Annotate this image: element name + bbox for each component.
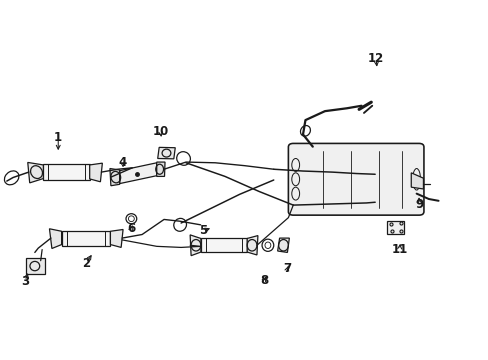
Text: 2: 2 [82, 257, 90, 270]
Polygon shape [277, 238, 289, 252]
Polygon shape [190, 235, 201, 256]
Polygon shape [49, 229, 61, 248]
Polygon shape [201, 238, 246, 252]
Polygon shape [110, 168, 120, 186]
Polygon shape [26, 258, 44, 274]
Polygon shape [158, 147, 175, 159]
Polygon shape [410, 173, 423, 189]
Text: 7: 7 [283, 262, 291, 275]
Text: 4: 4 [118, 156, 126, 169]
Polygon shape [89, 163, 102, 182]
Text: 1: 1 [54, 131, 62, 144]
FancyBboxPatch shape [288, 143, 423, 215]
Text: 8: 8 [259, 274, 267, 287]
Text: 6: 6 [127, 222, 135, 235]
Polygon shape [61, 230, 110, 246]
Text: 11: 11 [390, 243, 407, 256]
Polygon shape [110, 229, 123, 247]
Text: 10: 10 [152, 125, 168, 138]
Text: 3: 3 [21, 275, 29, 288]
Text: 5: 5 [199, 224, 207, 238]
Polygon shape [246, 235, 257, 255]
Polygon shape [120, 163, 157, 184]
Polygon shape [28, 162, 43, 183]
Polygon shape [386, 221, 404, 234]
Text: 9: 9 [414, 198, 422, 211]
Text: 12: 12 [367, 51, 384, 64]
Polygon shape [157, 162, 164, 176]
Polygon shape [43, 164, 89, 180]
